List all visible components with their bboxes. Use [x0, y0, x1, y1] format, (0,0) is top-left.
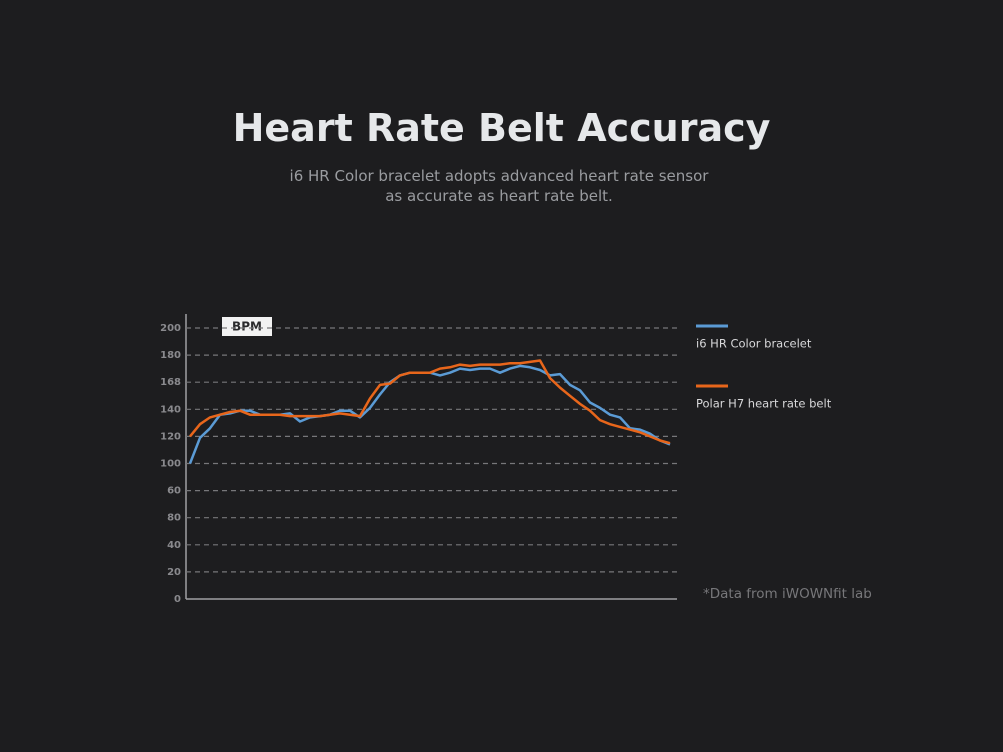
y-label: BPM: [232, 320, 262, 334]
y-tick-label: 0: [174, 594, 181, 605]
y-label-box: [222, 317, 272, 336]
y-tick-label: 40: [167, 540, 181, 551]
y-tick-label: 168: [160, 377, 181, 388]
y-tick-label: 140: [160, 404, 181, 415]
subtitle: i6 HR Color bracelet adopts advanced hea…: [289, 167, 709, 205]
y-tick-label: 20: [167, 567, 181, 578]
title: Heart Rate Belt Accuracy: [232, 106, 771, 150]
y-tick-label: 120: [160, 431, 181, 442]
series-line: [189, 359, 671, 445]
legend-label: Polar H7 heart rate belt: [696, 397, 832, 411]
y-tick-label: 200: [160, 323, 181, 334]
y-tick-label: 60: [167, 486, 181, 497]
legend-label: i6 HR Color bracelet: [696, 337, 812, 351]
y-tick-label: 100: [160, 459, 181, 470]
y-tick-label: 180: [160, 350, 181, 361]
note: *Data from iWOWNfit lab: [703, 586, 872, 602]
y-tick-label: 80: [167, 513, 181, 524]
